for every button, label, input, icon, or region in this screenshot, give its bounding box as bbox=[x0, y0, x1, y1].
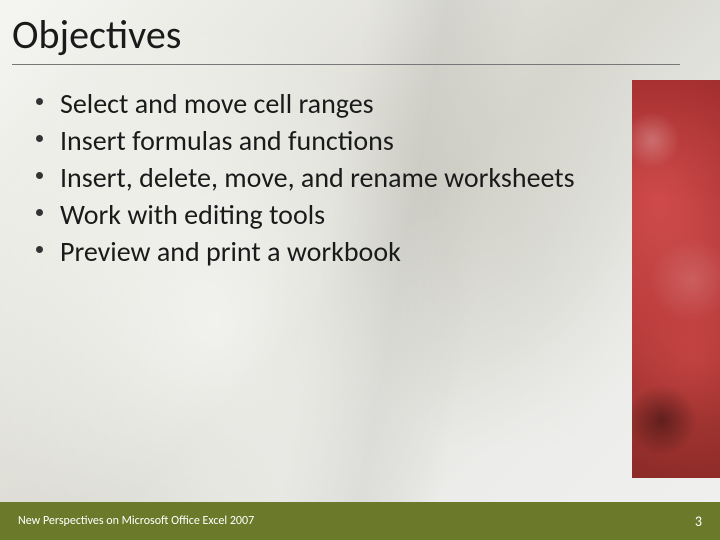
page-number: 3 bbox=[695, 513, 702, 530]
bullet-text: Select and move cell ranges bbox=[60, 86, 374, 121]
bullet-text: Insert, delete, move, and rename workshe… bbox=[60, 160, 575, 195]
list-item: Select and move cell ranges bbox=[36, 86, 600, 123]
slide-title: Objectives bbox=[12, 10, 680, 59]
accent-strip bbox=[632, 80, 720, 478]
bullet-dot-icon bbox=[36, 209, 43, 216]
footer-bar: New Perspectives on Microsoft Office Exc… bbox=[0, 502, 720, 540]
slide: Objectives Select and move cell ranges I… bbox=[0, 0, 720, 540]
list-item: Preview and print a workbook bbox=[36, 234, 600, 271]
title-underline bbox=[12, 64, 680, 65]
list-item: Insert, delete, move, and rename workshe… bbox=[36, 160, 600, 197]
footer-text: New Perspectives on Microsoft Office Exc… bbox=[18, 514, 254, 528]
bullet-dot-icon bbox=[36, 135, 43, 142]
list-item: Insert formulas and functions bbox=[36, 123, 600, 160]
bullet-text: Work with editing tools bbox=[60, 197, 325, 232]
bullet-list: Select and move cell ranges Insert formu… bbox=[36, 86, 600, 271]
bullet-text: Preview and print a workbook bbox=[60, 234, 401, 269]
bullet-dot-icon bbox=[36, 98, 43, 105]
bullet-text: Insert formulas and functions bbox=[60, 123, 394, 158]
list-item: Work with editing tools bbox=[36, 197, 600, 234]
bullet-dot-icon bbox=[36, 172, 43, 179]
bullet-dot-icon bbox=[36, 246, 43, 253]
